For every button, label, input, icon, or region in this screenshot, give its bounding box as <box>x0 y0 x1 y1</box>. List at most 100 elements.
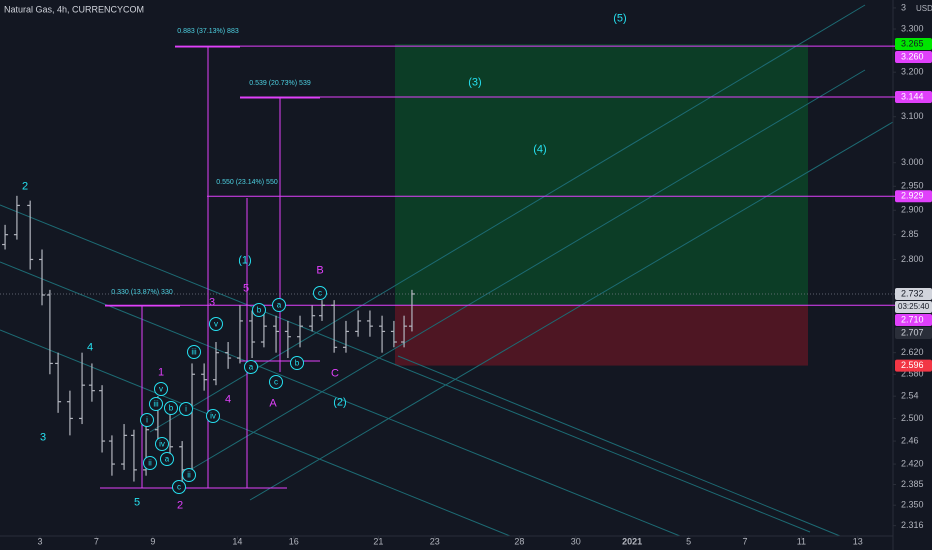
x-tick-label: 3 <box>38 536 43 546</box>
wave-label: i <box>185 405 187 414</box>
x-tick-label: 7 <box>742 536 747 546</box>
wave-circle <box>244 360 258 374</box>
wave-circle <box>140 413 154 427</box>
wave-label: a <box>277 301 282 310</box>
price-label-bg <box>895 313 932 326</box>
x-tick-label: 21 <box>373 536 383 546</box>
measure-label: 0.330 (13.87%) 330 <box>111 289 173 296</box>
x-tick-label: 7 <box>94 536 99 546</box>
y-tick-label: 2.46 <box>901 435 919 445</box>
wave-label: v <box>214 320 218 329</box>
y-tick-label: 3 <box>901 2 906 12</box>
wave-label: iii <box>153 400 159 409</box>
wave-circle <box>182 468 196 482</box>
price-label-bg <box>895 359 932 372</box>
wave-label: 1 <box>158 366 164 378</box>
wave-label: c <box>318 289 322 298</box>
y-tick-label: 2.420 <box>901 458 924 468</box>
wave-circle <box>154 382 168 396</box>
price-label: 2.732 <box>901 288 924 298</box>
wave-label: b <box>295 359 300 368</box>
symbol-title: Natural Gas, 4h, CURRENCYCOM <box>4 4 144 14</box>
wave-label: (5) <box>613 12 626 24</box>
wave-label: (3) <box>468 76 481 88</box>
wave-label: b <box>169 404 174 413</box>
price-label-bg <box>895 326 932 339</box>
wave-circle <box>206 409 220 423</box>
wave-circle <box>187 345 201 359</box>
measure-label: 0.883 (37.13%) 883 <box>177 28 239 35</box>
wave-label: a <box>165 455 170 464</box>
price-label-bg <box>895 37 932 50</box>
wave-label: 5 <box>134 496 140 508</box>
channel-line <box>0 261 681 537</box>
channel-line <box>249 121 894 501</box>
channel-lines <box>0 4 894 537</box>
y-tick-label: 3.100 <box>901 111 924 121</box>
y-tick-label: 2.950 <box>901 181 924 191</box>
price-label: 3.260 <box>901 51 924 61</box>
y-tick-label: 3.300 <box>901 23 924 33</box>
countdown-bg <box>895 300 932 313</box>
wave-label: 4 <box>87 341 93 353</box>
wave-circle <box>252 303 266 317</box>
y-tick-label: 2.350 <box>901 500 924 510</box>
wave-label: 2 <box>22 180 28 192</box>
y-tick-label: 2.85 <box>901 229 919 239</box>
wave-circle <box>149 397 163 411</box>
position-zone <box>395 305 808 366</box>
wave-circle <box>290 356 304 370</box>
measure-label: 0.539 (20.73%) 539 <box>249 80 311 87</box>
channel-line <box>189 69 866 471</box>
wave-circle <box>313 286 327 300</box>
measure-label: 0.550 (23.14%) 550 <box>216 179 278 186</box>
x-tick-label: 14 <box>232 536 242 546</box>
x-tick-label: 28 <box>514 536 524 546</box>
y-tick-label: 2.316 <box>901 520 924 530</box>
wave-label: 2 <box>177 499 183 511</box>
y-tick-label: 2.620 <box>901 347 924 357</box>
wave-label: (4) <box>533 143 546 155</box>
wave-label: v <box>159 385 163 394</box>
wave-circle <box>269 375 283 389</box>
y-tick-label: 2.580 <box>901 369 924 379</box>
y-tick-label: 2.385 <box>901 479 924 489</box>
wave-label: 3 <box>40 431 46 443</box>
wave-label: 3 <box>209 296 215 308</box>
wave-label: c <box>274 378 278 387</box>
channel-line <box>0 204 811 533</box>
x-tick-label: 13 <box>853 536 863 546</box>
measure-lines <box>100 46 320 489</box>
y-tick-label: 2.800 <box>901 254 924 264</box>
wave-label: iv <box>210 412 216 421</box>
wave-label: b <box>257 306 262 315</box>
wave-label: ii <box>187 471 191 480</box>
countdown: 03:25:40 <box>898 302 930 311</box>
price-label: 3.144 <box>901 91 924 101</box>
y-tick-label: 2.500 <box>901 413 924 423</box>
y-tick-label: 2.900 <box>901 205 924 215</box>
y-tick-label: 2.54 <box>901 391 919 401</box>
wave-label: B <box>316 264 323 276</box>
price-label-bg <box>895 287 932 300</box>
price-label: 2.710 <box>901 314 924 324</box>
y-tick-label: 3.000 <box>901 157 924 167</box>
wave-circle <box>164 401 178 415</box>
wave-label: ii <box>148 459 152 468</box>
price-label: 2.929 <box>901 191 924 201</box>
x-tick-label: 2021 <box>622 536 642 546</box>
wave-circle <box>143 456 157 470</box>
x-tick-label: 30 <box>571 536 581 546</box>
wave-label: iv <box>159 440 165 449</box>
channel-line <box>397 355 841 537</box>
wave-label: C <box>331 367 339 379</box>
price-label: 2.707 <box>901 327 924 337</box>
price-label-bg <box>895 190 932 203</box>
wave-label: i <box>146 416 148 425</box>
wave-circle <box>155 437 169 451</box>
wave-label: c <box>177 483 181 492</box>
x-tick-label: 11 <box>797 536 806 546</box>
x-tick-label: 5 <box>686 536 691 546</box>
price-label: 2.596 <box>901 360 924 370</box>
